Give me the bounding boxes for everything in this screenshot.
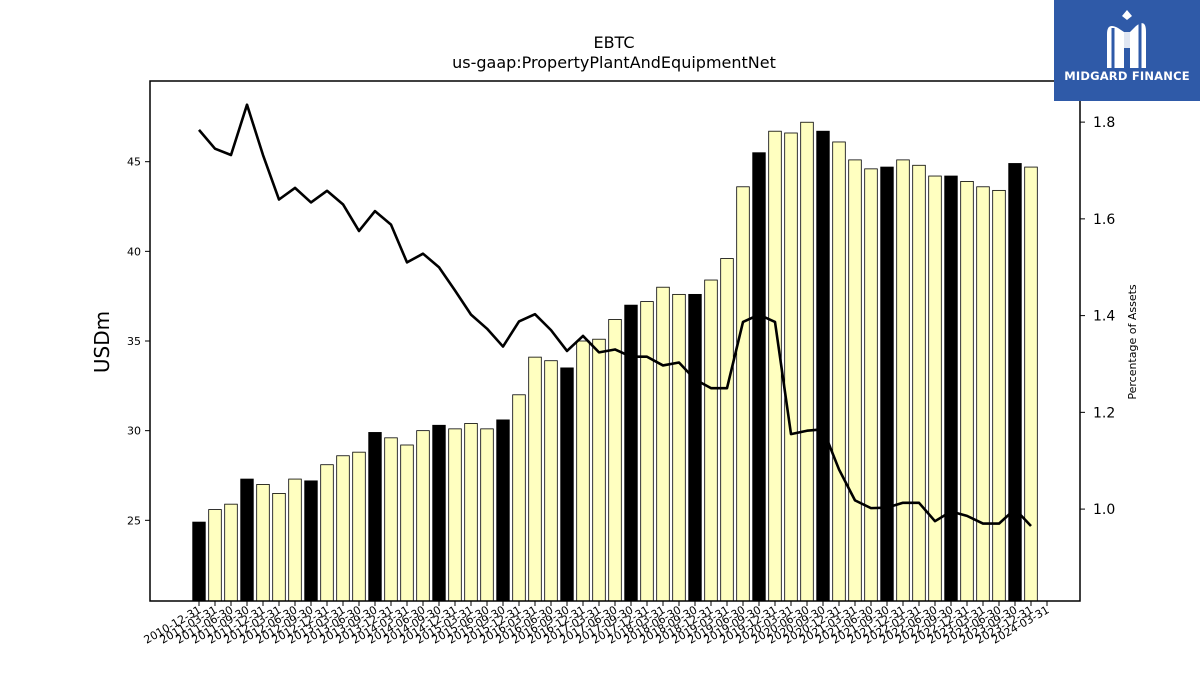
bar [960, 181, 974, 602]
bar [384, 437, 398, 602]
y2-tick-label: 1.4 [1093, 309, 1115, 325]
y2-tick-label: 1.2 [1093, 405, 1115, 421]
bar [656, 286, 670, 602]
line-series [198, 103, 1032, 527]
y2-axis-label: Percentage of Assets [1126, 284, 1139, 400]
bar [720, 258, 734, 602]
bar [1008, 163, 1022, 602]
bar [976, 186, 990, 602]
bar [672, 293, 686, 602]
bar [432, 424, 446, 602]
bar [304, 480, 318, 602]
bar [368, 432, 382, 602]
bar [224, 503, 238, 602]
bar [288, 478, 302, 602]
y-tick-label: 30 [127, 425, 141, 438]
bar [480, 428, 494, 602]
axes: 25303540451.01.21.41.61.82010-12-312011-… [127, 80, 1115, 647]
bar [336, 455, 350, 602]
bar [880, 166, 894, 602]
y2-tick-label: 1.6 [1093, 212, 1115, 228]
bar [752, 152, 766, 602]
bar [512, 394, 526, 602]
bar [896, 159, 910, 602]
chart-subtitle: us-gaap:PropertyPlantAndEquipmentNet [452, 53, 776, 72]
bar [816, 130, 830, 602]
bar [400, 444, 414, 602]
bar [912, 164, 926, 602]
bar [768, 130, 782, 602]
bar [256, 484, 270, 602]
bar [704, 279, 718, 602]
bar [608, 319, 622, 602]
bar [240, 478, 254, 602]
bar [800, 121, 814, 602]
bar [736, 186, 750, 602]
bar [832, 141, 846, 602]
logo-text: MIDGARD FINANCE [1064, 69, 1190, 83]
chart-title: EBTC [593, 33, 634, 52]
y-tick-label: 25 [127, 514, 141, 527]
bar [864, 168, 878, 602]
y2-tick-label: 1.8 [1093, 115, 1115, 131]
bar [640, 301, 654, 602]
bar [784, 132, 798, 602]
bar [496, 419, 510, 602]
y-tick-label: 45 [127, 156, 141, 169]
bar [624, 304, 638, 602]
bar [272, 493, 286, 602]
bar [464, 423, 478, 602]
bar [208, 509, 222, 602]
bar [688, 293, 702, 602]
bar [320, 464, 334, 602]
logo-mark-icon [1107, 10, 1146, 68]
bar-series [192, 121, 1038, 602]
bar [192, 521, 206, 602]
line-path [198, 103, 1032, 527]
bar [528, 356, 542, 602]
y-axis-label: USDm [90, 311, 114, 373]
bar [592, 338, 606, 602]
y2-tick-label: 1.0 [1093, 502, 1115, 518]
bar [1024, 166, 1038, 602]
bar [560, 367, 574, 602]
y-tick-label: 35 [127, 335, 141, 348]
bar [944, 175, 958, 602]
bar [928, 175, 942, 602]
bar [848, 159, 862, 602]
midgard-finance-logo: MIDGARD FINANCE [1054, 0, 1200, 101]
bar [448, 428, 462, 602]
bar [352, 451, 366, 602]
bar [416, 430, 430, 602]
bar [992, 189, 1006, 602]
bar [544, 360, 558, 602]
bar [576, 340, 590, 602]
y-tick-label: 40 [127, 245, 141, 258]
